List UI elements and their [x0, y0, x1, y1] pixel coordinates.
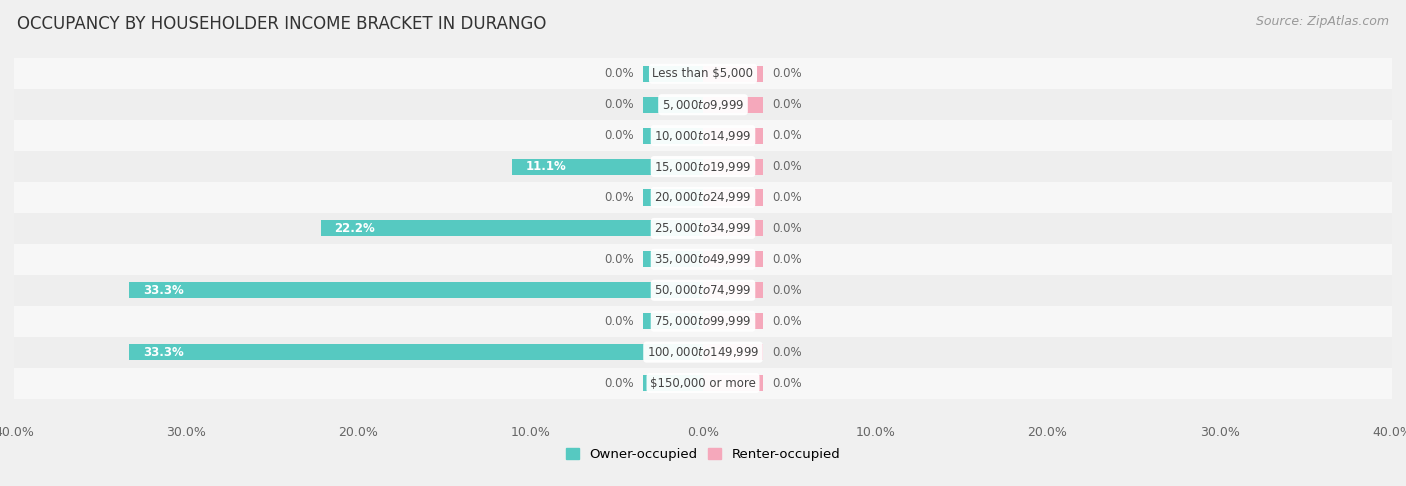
Text: 20.0%: 20.0% [339, 426, 378, 439]
Text: 0.0%: 0.0% [772, 253, 801, 266]
Bar [703, 220, 763, 237]
Text: 0.0%: 0.0% [688, 426, 718, 439]
Text: 0.0%: 0.0% [772, 98, 801, 111]
Bar [129, 344, 703, 360]
Bar [14, 337, 1392, 367]
Text: 33.3%: 33.3% [143, 284, 184, 297]
Bar [14, 244, 1392, 275]
Bar [643, 375, 703, 391]
Text: 0.0%: 0.0% [772, 160, 801, 173]
Bar [14, 182, 1392, 213]
Text: 0.0%: 0.0% [772, 129, 801, 142]
Bar [14, 58, 1392, 89]
Text: 10.0%: 10.0% [510, 426, 551, 439]
Text: 0.0%: 0.0% [605, 129, 634, 142]
Bar [643, 97, 703, 113]
Bar [703, 313, 763, 329]
Text: 22.2%: 22.2% [335, 222, 375, 235]
Text: 0.0%: 0.0% [772, 222, 801, 235]
Text: 40.0%: 40.0% [1372, 426, 1406, 439]
Text: 0.0%: 0.0% [772, 346, 801, 359]
Bar [703, 344, 763, 360]
Text: $25,000 to $34,999: $25,000 to $34,999 [654, 222, 752, 235]
Bar [14, 306, 1392, 337]
Bar [14, 213, 1392, 244]
Bar [129, 282, 703, 298]
Text: 20.0%: 20.0% [1028, 426, 1067, 439]
Text: OCCUPANCY BY HOUSEHOLDER INCOME BRACKET IN DURANGO: OCCUPANCY BY HOUSEHOLDER INCOME BRACKET … [17, 15, 547, 33]
Text: 0.0%: 0.0% [605, 191, 634, 204]
Bar [703, 158, 763, 174]
Text: Less than $5,000: Less than $5,000 [652, 67, 754, 80]
Bar [643, 66, 703, 82]
Legend: Owner-occupied, Renter-occupied: Owner-occupied, Renter-occupied [560, 443, 846, 467]
Text: 0.0%: 0.0% [772, 284, 801, 297]
Text: 0.0%: 0.0% [605, 98, 634, 111]
Bar [703, 375, 763, 391]
Text: 10.0%: 10.0% [855, 426, 896, 439]
Bar [14, 275, 1392, 306]
Bar [321, 220, 703, 237]
Text: 0.0%: 0.0% [605, 67, 634, 80]
Bar [643, 313, 703, 329]
Bar [703, 251, 763, 267]
Text: $100,000 to $149,999: $100,000 to $149,999 [647, 345, 759, 359]
Text: 30.0%: 30.0% [1199, 426, 1240, 439]
Bar [643, 128, 703, 144]
Bar [14, 367, 1392, 399]
Text: 40.0%: 40.0% [0, 426, 34, 439]
Bar [703, 66, 763, 82]
Text: 0.0%: 0.0% [772, 315, 801, 328]
Text: 33.3%: 33.3% [143, 346, 184, 359]
Bar [643, 251, 703, 267]
Text: 30.0%: 30.0% [166, 426, 207, 439]
Text: 11.1%: 11.1% [526, 160, 567, 173]
Text: $150,000 or more: $150,000 or more [650, 377, 756, 390]
Bar [703, 128, 763, 144]
Text: 0.0%: 0.0% [772, 377, 801, 390]
Bar [14, 89, 1392, 120]
Text: Source: ZipAtlas.com: Source: ZipAtlas.com [1256, 15, 1389, 28]
Text: $75,000 to $99,999: $75,000 to $99,999 [654, 314, 752, 328]
Bar [14, 120, 1392, 151]
Text: $20,000 to $24,999: $20,000 to $24,999 [654, 191, 752, 205]
Bar [703, 97, 763, 113]
Text: $5,000 to $9,999: $5,000 to $9,999 [662, 98, 744, 112]
Text: 0.0%: 0.0% [772, 67, 801, 80]
Text: 0.0%: 0.0% [605, 377, 634, 390]
Text: $50,000 to $74,999: $50,000 to $74,999 [654, 283, 752, 297]
Bar [643, 190, 703, 206]
Bar [703, 190, 763, 206]
Text: $15,000 to $19,999: $15,000 to $19,999 [654, 159, 752, 174]
Text: 0.0%: 0.0% [605, 315, 634, 328]
Text: $10,000 to $14,999: $10,000 to $14,999 [654, 129, 752, 142]
Bar [512, 158, 703, 174]
Text: 0.0%: 0.0% [772, 191, 801, 204]
Text: 0.0%: 0.0% [605, 253, 634, 266]
Bar [14, 151, 1392, 182]
Bar [703, 282, 763, 298]
Text: $35,000 to $49,999: $35,000 to $49,999 [654, 252, 752, 266]
